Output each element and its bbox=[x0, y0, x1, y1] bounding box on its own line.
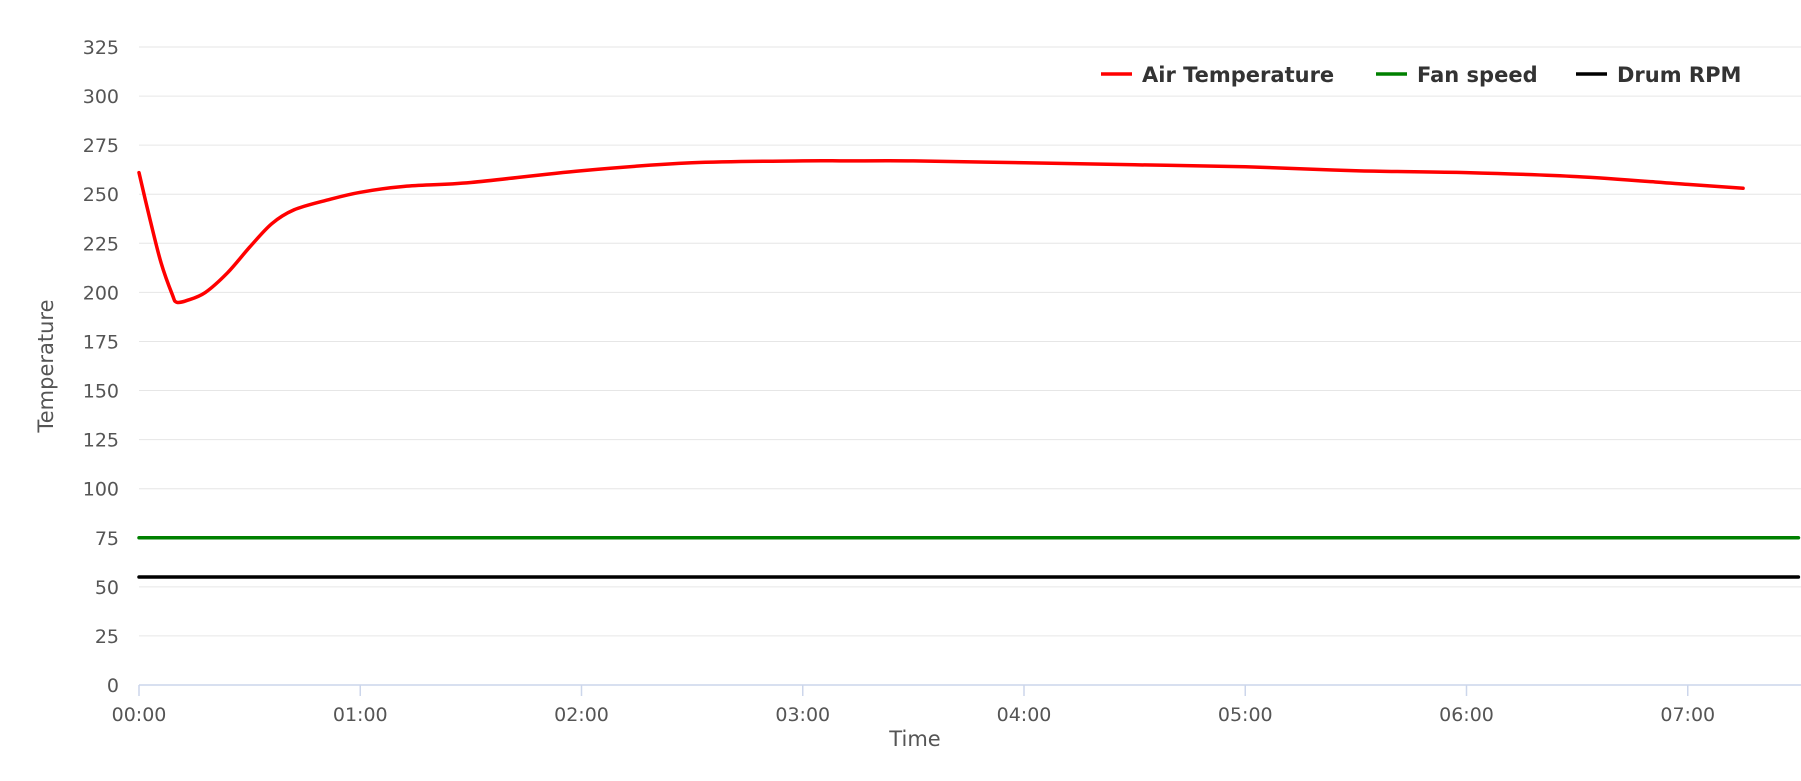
legend-item-fan-speed[interactable]: Fan speed bbox=[1376, 63, 1538, 87]
x-tick-label: 07:00 bbox=[1660, 704, 1715, 726]
x-axis-title: Time bbox=[888, 727, 940, 751]
y-tick-label: 0 bbox=[107, 675, 119, 697]
x-tick-label: 06:00 bbox=[1439, 704, 1494, 726]
y-tick-label: 125 bbox=[83, 430, 119, 452]
x-tick-label: 04:00 bbox=[997, 704, 1052, 726]
y-tick-label: 100 bbox=[83, 479, 119, 501]
grid bbox=[139, 46, 1801, 637]
legend-label: Air Temperature bbox=[1142, 63, 1334, 87]
y-axis-title: Temperature bbox=[34, 299, 58, 433]
y-tick-label: 225 bbox=[83, 233, 119, 255]
y-tick-label: 150 bbox=[83, 381, 119, 403]
legend[interactable]: Air Temperature Fan speed Drum RPM bbox=[1101, 63, 1741, 87]
y-tick-label: 25 bbox=[95, 626, 119, 648]
y-tick-label: 250 bbox=[83, 184, 119, 206]
x-tick-label: 00:00 bbox=[112, 704, 167, 726]
legend-item-drum-rpm[interactable]: Drum RPM bbox=[1576, 63, 1741, 87]
x-tick-label: 01:00 bbox=[333, 704, 388, 726]
series-line-air-temperature[interactable] bbox=[137, 158, 1745, 305]
x-tick-label: 05:00 bbox=[1218, 704, 1273, 726]
axes: 0 25 50 75 100 125 150 175 200 225 250 275 300 325 00:… bbox=[83, 37, 1801, 726]
legend-label: Drum RPM bbox=[1617, 63, 1741, 87]
y-tick-label: 75 bbox=[95, 528, 119, 550]
legend-label: Fan speed bbox=[1417, 63, 1538, 87]
y-tick-label: 200 bbox=[83, 282, 119, 304]
x-tick-label: 03:00 bbox=[775, 704, 830, 726]
y-tick-label: 325 bbox=[83, 37, 119, 59]
y-tick-label: 300 bbox=[83, 86, 119, 108]
legend-item-air-temperature[interactable]: Air Temperature bbox=[1101, 63, 1334, 87]
x-tick-label: 02:00 bbox=[554, 704, 609, 726]
series bbox=[137, 158, 1801, 579]
y-tick-label: 50 bbox=[95, 577, 119, 599]
y-tick-label: 275 bbox=[83, 135, 119, 157]
y-tick-label: 175 bbox=[83, 331, 119, 353]
